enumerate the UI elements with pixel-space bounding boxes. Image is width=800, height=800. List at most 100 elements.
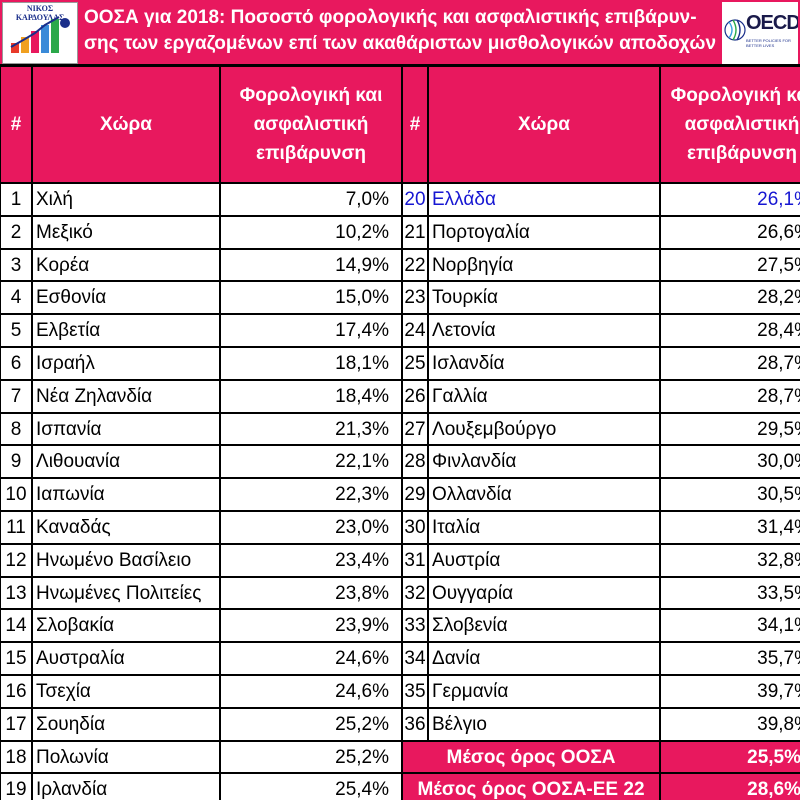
header-banner: ΝΙΚΟΣ ΚΑΡΔΟΥΛΑΣ ΟΟΣΑ για 2018: Ποσοστό φ… bbox=[0, 0, 800, 66]
table-row-value: 23,8% bbox=[220, 576, 402, 610]
table-row-value: 28,4% bbox=[660, 314, 800, 347]
table-row-value: 18,4% bbox=[220, 379, 402, 413]
table-row-rank: 12 bbox=[0, 543, 32, 577]
table-row-value: 21,3% bbox=[220, 412, 402, 446]
table-row-rank: 3 bbox=[0, 248, 32, 282]
table-row-country: Ιρλανδία bbox=[32, 773, 220, 800]
oecd-logo-tagline: BETTER POLICIES FOR BETTER LIVES bbox=[746, 38, 791, 48]
table-row-country: Σλοβακία bbox=[32, 609, 220, 643]
table-row-country: Καναδάς bbox=[32, 511, 220, 544]
table-row-country: Ελλάδα bbox=[428, 183, 660, 216]
table-row-country: Νορβηγία bbox=[428, 248, 660, 282]
table-row-value: 22,1% bbox=[220, 445, 402, 479]
table-row-rank: 22 bbox=[402, 248, 428, 282]
table-row-value: 30,5% bbox=[660, 478, 800, 511]
table-row-value: 23,0% bbox=[220, 511, 402, 544]
table-row-country: Λιθουανία bbox=[32, 445, 220, 479]
table-row-country: Πολωνία bbox=[32, 740, 220, 774]
table-row-value: 30,0% bbox=[660, 445, 800, 479]
table-row-country: Ελβετία bbox=[32, 314, 220, 347]
table-row-value: 23,4% bbox=[220, 543, 402, 577]
summary-value: 28,6% bbox=[660, 773, 800, 800]
table-row-value: 24,6% bbox=[220, 675, 402, 708]
table-row-rank: 35 bbox=[402, 675, 428, 708]
table-row-country: Σουηδία bbox=[32, 707, 220, 741]
col-header-country: Χώρα bbox=[428, 66, 660, 183]
table-row-rank: 19 bbox=[0, 773, 32, 800]
table-row-country: Βέλγιο bbox=[428, 707, 660, 741]
table-row-country: Ηνωμένες Πολιτείες bbox=[32, 576, 220, 610]
table-row-country: Σλοβενία bbox=[428, 609, 660, 643]
oecd-logo-word: OECD bbox=[746, 12, 798, 34]
table-row-value: 15,0% bbox=[220, 281, 402, 315]
table-row-rank: 36 bbox=[402, 707, 428, 741]
table-row-value: 39,8% bbox=[660, 707, 800, 741]
table-row-country: Ιαπωνία bbox=[32, 478, 220, 511]
table-row-value: 39,7% bbox=[660, 675, 800, 708]
table-row-value: 35,7% bbox=[660, 642, 800, 675]
table-row-rank: 9 bbox=[0, 445, 32, 479]
table-row-rank: 26 bbox=[402, 379, 428, 413]
summary-label: Μέσος όρος ΟΟΣΑ bbox=[402, 740, 660, 774]
table-row-country: Φινλανδία bbox=[428, 445, 660, 479]
summary-label: Μέσος όρος ΟΟΣΑ-ΕΕ 22 bbox=[402, 773, 660, 800]
table-row-country: Τουρκία bbox=[428, 281, 660, 315]
page-title-line2: σης των εργαζομένων επί των ακαθάριστων … bbox=[84, 33, 717, 54]
table-row-country: Αυστρία bbox=[428, 543, 660, 577]
table-row-value: 27,5% bbox=[660, 248, 800, 282]
table-row-value: 17,4% bbox=[220, 314, 402, 347]
table-row-value: 10,2% bbox=[220, 215, 402, 249]
table-row-value: 28,7% bbox=[660, 379, 800, 413]
table-row-country: Ισπανία bbox=[32, 412, 220, 446]
table-row-rank: 14 bbox=[0, 609, 32, 643]
table-row-value: 22,3% bbox=[220, 478, 402, 511]
table-row-rank: 32 bbox=[402, 576, 428, 610]
table-row-rank: 8 bbox=[0, 412, 32, 446]
author-logo-name: ΝΙΚΟΣ ΚΑΡΔΟΥΛΑΣ bbox=[15, 4, 65, 22]
oecd-globe-icon bbox=[724, 19, 746, 41]
table-row-rank: 13 bbox=[0, 576, 32, 610]
oecd-logo: OECD BETTER POLICIES FOR BETTER LIVES bbox=[722, 2, 798, 64]
table-row-country: Κορέα bbox=[32, 248, 220, 282]
table-row-rank: 15 bbox=[0, 642, 32, 675]
table-row-value: 31,4% bbox=[660, 511, 800, 544]
table-row-value: 28,7% bbox=[660, 347, 800, 380]
col-header-value: Φορολογική και ασφαλιστική επιβάρυνση bbox=[660, 66, 800, 183]
table-row-rank: 5 bbox=[0, 314, 32, 347]
table-row-value: 18,1% bbox=[220, 347, 402, 380]
table-row-rank: 2 bbox=[0, 215, 32, 249]
table-row-rank: 24 bbox=[402, 314, 428, 347]
table-row-value: 23,9% bbox=[220, 609, 402, 643]
table-row-country: Ηνωμένο Βασίλειο bbox=[32, 543, 220, 577]
col-header-num: # bbox=[402, 66, 428, 183]
page-title-line1: ΟΟΣΑ για 2018: Ποσοστό φορολογικής και α… bbox=[84, 7, 697, 28]
table-row-country: Ουγγαρία bbox=[428, 576, 660, 610]
table-row-rank: 6 bbox=[0, 347, 32, 380]
table-row-rank: 34 bbox=[402, 642, 428, 675]
col-header-num: # bbox=[0, 66, 32, 183]
table-row-value: 24,6% bbox=[220, 642, 402, 675]
table-row-rank: 23 bbox=[402, 281, 428, 315]
table-row-country: Ιταλία bbox=[428, 511, 660, 544]
table-row-rank: 7 bbox=[0, 379, 32, 413]
col-header-value: Φορολογική και ασφαλιστική επιβάρυνση bbox=[220, 66, 402, 183]
table-row-rank: 4 bbox=[0, 281, 32, 315]
table-row-rank: 30 bbox=[402, 511, 428, 544]
table-row-country: Ισραήλ bbox=[32, 347, 220, 380]
table-row-rank: 16 bbox=[0, 675, 32, 708]
table-row-rank: 11 bbox=[0, 511, 32, 544]
summary-value: 25,5% bbox=[660, 740, 800, 774]
table-row-value: 29,5% bbox=[660, 412, 800, 446]
table-row-value: 26,6% bbox=[660, 215, 800, 249]
table-row-country: Δανία bbox=[428, 642, 660, 675]
table-row-value: 26,1% bbox=[660, 183, 800, 216]
table-row-country: Λετονία bbox=[428, 314, 660, 347]
col-header-country: Χώρα bbox=[32, 66, 220, 183]
table-row-country: Λουξεμβούργο bbox=[428, 412, 660, 446]
table-row-country: Ολλανδία bbox=[428, 478, 660, 511]
table-row-rank: 29 bbox=[402, 478, 428, 511]
table-row-value: 25,2% bbox=[220, 707, 402, 741]
table-row-rank: 1 bbox=[0, 183, 32, 216]
table-row-value: 14,9% bbox=[220, 248, 402, 282]
